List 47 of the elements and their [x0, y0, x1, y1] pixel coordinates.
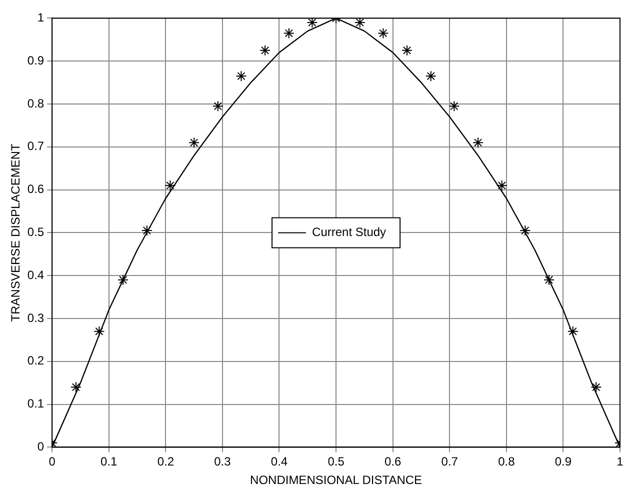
x-tick-label: 0.8 [498, 454, 516, 469]
y-tick-label: 0.1 [27, 396, 44, 411]
point [402, 44, 413, 56]
point [94, 326, 105, 337]
y-tick-label: 0.2 [27, 354, 44, 368]
y-tick-label: 0.6 [27, 182, 44, 196]
point [425, 70, 436, 82]
point [141, 225, 152, 236]
x-tick-label: 0.4 [270, 454, 288, 469]
point [118, 274, 129, 286]
x-tick-label: 0.9 [554, 454, 572, 469]
point [283, 28, 294, 39]
y-tick-label: 0.7 [27, 139, 44, 154]
point [378, 28, 389, 39]
point [496, 180, 508, 192]
y-tick-label: 0.9 [27, 53, 44, 68]
x-tick-label: 0.6 [384, 454, 402, 469]
point [567, 326, 578, 337]
x-tick-label: 0.3 [214, 454, 232, 469]
y-tick-label: 0.4 [27, 268, 44, 282]
y-tick-label: 1 [37, 10, 44, 25]
point [212, 100, 224, 112]
legend-label: Current Study [312, 225, 386, 240]
point [236, 70, 247, 82]
point [544, 274, 555, 286]
point [70, 382, 82, 393]
y-tick-label: 0.5 [27, 225, 44, 240]
x-tick-label: 0.5 [328, 454, 345, 469]
x-tick-label: 0.2 [157, 454, 174, 469]
x-tick-label: 0.1 [100, 454, 118, 469]
point [260, 44, 271, 56]
y-axis-title: TRANSVERSE DISPLACEMENT [8, 143, 23, 322]
point [520, 225, 531, 236]
point [354, 18, 366, 28]
point [188, 137, 200, 148]
y-tick-label: 0.3 [27, 310, 44, 325]
point [448, 100, 460, 112]
point [306, 18, 318, 28]
y-tick-label: 0 [37, 440, 44, 454]
x-tick-label: 1 [616, 454, 624, 469]
point [472, 137, 484, 148]
x-axis-title: NONDIMENSIONAL DISTANCE [250, 473, 422, 488]
x-tick-label: 0 [48, 454, 56, 469]
point [590, 382, 602, 393]
point [164, 180, 176, 192]
y-tick-label: 0.8 [27, 96, 44, 110]
x-tick-label: 0.7 [441, 454, 458, 469]
